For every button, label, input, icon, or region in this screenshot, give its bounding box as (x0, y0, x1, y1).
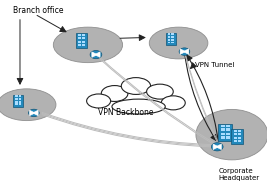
FancyBboxPatch shape (226, 125, 230, 127)
Text: VPN Tunnel: VPN Tunnel (195, 62, 234, 68)
FancyBboxPatch shape (82, 41, 85, 43)
FancyBboxPatch shape (221, 125, 225, 127)
FancyBboxPatch shape (171, 33, 174, 35)
FancyBboxPatch shape (82, 44, 85, 46)
Ellipse shape (101, 86, 128, 101)
FancyBboxPatch shape (238, 130, 241, 132)
FancyBboxPatch shape (15, 95, 18, 97)
FancyBboxPatch shape (166, 33, 176, 45)
Ellipse shape (112, 99, 165, 114)
FancyBboxPatch shape (78, 34, 81, 36)
FancyBboxPatch shape (168, 39, 170, 41)
FancyBboxPatch shape (171, 39, 174, 41)
FancyBboxPatch shape (238, 133, 241, 135)
Circle shape (90, 50, 102, 59)
Ellipse shape (196, 109, 268, 160)
FancyBboxPatch shape (234, 137, 237, 139)
FancyBboxPatch shape (226, 133, 230, 135)
Circle shape (179, 48, 190, 55)
FancyBboxPatch shape (171, 36, 174, 38)
Ellipse shape (0, 89, 56, 121)
Circle shape (211, 143, 223, 151)
Ellipse shape (53, 27, 123, 63)
FancyBboxPatch shape (15, 98, 18, 99)
FancyBboxPatch shape (19, 98, 21, 99)
Text: VPN Backbone: VPN Backbone (97, 108, 153, 117)
Ellipse shape (147, 84, 173, 99)
FancyBboxPatch shape (78, 41, 81, 43)
FancyBboxPatch shape (82, 37, 85, 39)
FancyBboxPatch shape (238, 140, 241, 142)
FancyBboxPatch shape (238, 137, 241, 139)
FancyBboxPatch shape (15, 101, 18, 103)
Ellipse shape (87, 94, 111, 108)
FancyBboxPatch shape (82, 34, 85, 36)
FancyBboxPatch shape (218, 124, 232, 141)
FancyBboxPatch shape (168, 36, 170, 38)
FancyBboxPatch shape (234, 140, 237, 142)
FancyBboxPatch shape (231, 129, 243, 144)
Text: Corporate
Headquater: Corporate Headquater (218, 168, 260, 181)
FancyBboxPatch shape (168, 33, 170, 35)
FancyBboxPatch shape (76, 33, 87, 48)
FancyBboxPatch shape (13, 95, 23, 107)
FancyBboxPatch shape (221, 136, 225, 139)
Circle shape (29, 109, 39, 117)
FancyBboxPatch shape (221, 133, 225, 135)
FancyBboxPatch shape (78, 44, 81, 46)
Text: Branch office: Branch office (13, 6, 64, 15)
Ellipse shape (161, 96, 185, 110)
FancyBboxPatch shape (221, 128, 225, 131)
FancyBboxPatch shape (19, 95, 21, 97)
FancyBboxPatch shape (226, 136, 230, 139)
FancyBboxPatch shape (19, 103, 21, 105)
FancyBboxPatch shape (168, 42, 170, 43)
FancyBboxPatch shape (171, 42, 174, 43)
Ellipse shape (149, 27, 208, 59)
FancyBboxPatch shape (226, 128, 230, 131)
FancyBboxPatch shape (78, 37, 81, 39)
FancyBboxPatch shape (234, 130, 237, 132)
FancyBboxPatch shape (234, 133, 237, 135)
FancyBboxPatch shape (19, 101, 21, 103)
FancyBboxPatch shape (15, 103, 18, 105)
Ellipse shape (121, 78, 151, 94)
